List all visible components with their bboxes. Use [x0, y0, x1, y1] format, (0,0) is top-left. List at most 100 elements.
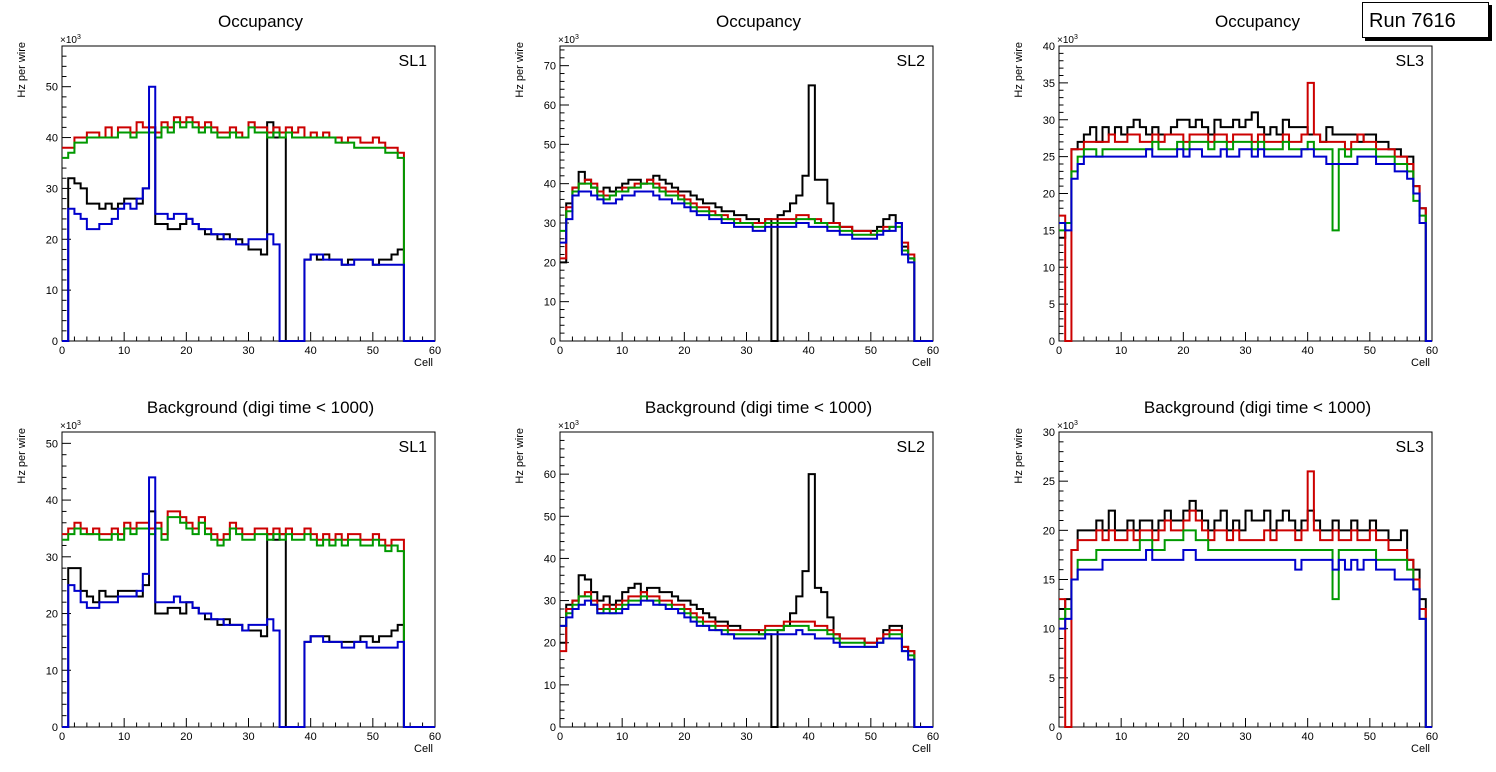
x-tick-label: 30 [740, 731, 752, 743]
y-tick-label: 15 [1043, 575, 1055, 587]
series-blue-histogram [560, 599, 933, 728]
series-blue-histogram [62, 85, 435, 342]
series-black-histogram [62, 121, 435, 342]
x-tick-label: 10 [118, 345, 130, 357]
y-tick-label: 0 [52, 722, 58, 734]
y-tick-label: 20 [1043, 189, 1055, 201]
y-tick-label: 25 [1043, 152, 1055, 164]
series-green-histogram [560, 595, 933, 728]
plot-frame [61, 45, 436, 342]
plot-frame [1058, 431, 1433, 728]
series-black-histogram [560, 473, 933, 728]
y-tick-label: 30 [1043, 427, 1055, 439]
superlayer-label: SL3 [1396, 439, 1425, 456]
x-tick-label: 30 [740, 345, 752, 357]
x-tick-label: 0 [557, 731, 563, 743]
x-tick-label: 50 [865, 345, 877, 357]
panel-title: Background (digi time < 1000) [645, 398, 872, 417]
y-tick-label: 0 [52, 336, 58, 348]
series-red-histogram [62, 116, 435, 342]
x-tick-label: 0 [1056, 345, 1062, 357]
run-number-label: Run 7616 [1362, 2, 1489, 38]
y-tick-label: 0 [1049, 722, 1055, 734]
series-blue-histogram [62, 476, 435, 728]
series-green-histogram [62, 121, 435, 342]
series-green-histogram [1059, 140, 1432, 342]
x-tick-label: 10 [1115, 345, 1127, 357]
y-tick-label: 30 [544, 218, 556, 230]
series-green-histogram [62, 516, 435, 728]
x-tick-label: 50 [367, 345, 379, 357]
x-tick-label: 60 [927, 731, 939, 743]
y-tick-label: 30 [46, 183, 58, 195]
y-tick-label: 10 [46, 285, 58, 297]
y-tick-label: 50 [46, 438, 58, 450]
y-tick-label: 40 [544, 553, 556, 565]
x-tick-label: 20 [180, 345, 192, 357]
y-tick-label: 20 [544, 257, 556, 269]
x-tick-label: 30 [1239, 345, 1251, 357]
y-tick-label: 20 [544, 638, 556, 650]
y-exponent-label: ×103 [60, 34, 81, 46]
superlayer-label: SL2 [897, 439, 926, 456]
series-green-histogram [1059, 529, 1432, 728]
y-tick-label: 50 [544, 139, 556, 151]
y-tick-label: 70 [544, 61, 556, 73]
panel-title: Occupancy [1215, 12, 1301, 31]
y-tick-label: 10 [544, 297, 556, 309]
x-tick-label: 0 [59, 731, 65, 743]
y-tick-label: 5 [1049, 299, 1055, 311]
panel-title: Occupancy [218, 12, 304, 31]
superlayer-label: SL1 [399, 53, 428, 70]
series-red-histogram [1059, 470, 1432, 728]
y-tick-label: 20 [46, 609, 58, 621]
series-blue-histogram [560, 190, 933, 342]
series-blue-histogram [1059, 148, 1432, 342]
x-tick-label: 20 [1177, 345, 1189, 357]
x-tick-label: 10 [118, 731, 130, 743]
x-tick-label: 40 [305, 345, 317, 357]
superlayer-label: SL3 [1396, 53, 1425, 70]
plot-frame [559, 431, 934, 728]
y-exponent-label: ×103 [558, 34, 579, 46]
x-tick-label: 30 [1239, 731, 1251, 743]
x-tick-label: 50 [1364, 731, 1376, 743]
x-tick-label: 10 [1115, 731, 1127, 743]
histogram-panel: Occupancy 0 10 20 30 40 50 60 0 10 20 30 40 50 60 70 ×10… [514, 12, 939, 369]
y-tick-label: 10 [46, 665, 58, 677]
x-tick-label: 0 [59, 345, 65, 357]
y-tick-label: 40 [1043, 41, 1055, 53]
x-axis-title: Cell [414, 743, 433, 755]
x-tick-label: 40 [803, 345, 815, 357]
histogram-panel: Background (digi time < 1000) 0 10 20 30 40 50… [514, 398, 939, 755]
x-tick-label: 50 [865, 731, 877, 743]
y-axis-title: Hz per wire [1013, 428, 1025, 484]
x-tick-label: 20 [678, 731, 690, 743]
x-tick-label: 40 [1302, 345, 1314, 357]
series-black-histogram [560, 84, 933, 342]
x-tick-label: 60 [429, 731, 441, 743]
y-tick-label: 50 [46, 82, 58, 94]
y-exponent-label: ×103 [60, 420, 81, 432]
x-axis-title: Cell [1411, 357, 1430, 369]
y-tick-label: 0 [1049, 336, 1055, 348]
x-tick-label: 10 [616, 345, 628, 357]
histogram-panel: Occupancy 0 10 20 30 40 50 60 0 10 20 30 40 50 ×103 Cel… [16, 12, 441, 369]
x-axis-title: Cell [1411, 743, 1430, 755]
x-tick-label: 40 [803, 731, 815, 743]
histogram-panel: Background (digi time < 1000) 0 10 20 30 40 50… [16, 398, 441, 755]
x-tick-label: 10 [616, 731, 628, 743]
y-axis-title: Hz per wire [16, 42, 28, 98]
y-tick-label: 15 [1043, 225, 1055, 237]
y-tick-label: 60 [544, 100, 556, 112]
x-tick-label: 60 [927, 345, 939, 357]
y-tick-label: 60 [544, 469, 556, 481]
y-tick-label: 40 [544, 179, 556, 191]
x-tick-label: 20 [180, 731, 192, 743]
y-tick-label: 30 [46, 552, 58, 564]
y-tick-label: 0 [550, 336, 556, 348]
y-tick-label: 40 [46, 495, 58, 507]
y-exponent-label: ×103 [1057, 420, 1078, 432]
superlayer-label: SL1 [399, 439, 428, 456]
